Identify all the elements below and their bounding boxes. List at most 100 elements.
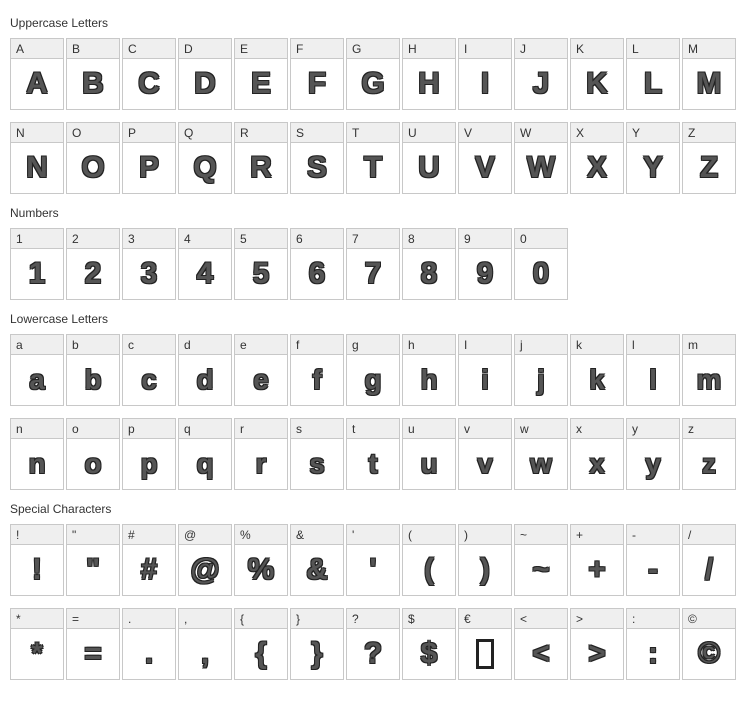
glyph-cell-header: >	[571, 609, 623, 629]
glyph-cell-header: k	[571, 335, 623, 355]
glyph-cell: 88	[402, 228, 456, 300]
glyph-cell-header: :	[627, 609, 679, 629]
glyph-cell: ((	[402, 524, 456, 596]
section-title: Special Characters	[10, 502, 738, 516]
glyph-char: $	[421, 637, 438, 671]
glyph-char: O	[81, 151, 104, 185]
glyph-cell-header: p	[123, 419, 175, 439]
glyph-char: B	[82, 67, 104, 101]
glyph-cell: SS	[290, 122, 344, 194]
glyph-char: W	[527, 151, 555, 185]
glyph-char: K	[586, 67, 608, 101]
glyph-cell-display: 3	[123, 249, 175, 299]
glyph-cell-header: b	[67, 335, 119, 355]
glyph-char: e	[253, 364, 269, 396]
glyph-char: ~	[532, 553, 550, 587]
glyph-cell-display: z	[683, 439, 735, 489]
glyph-char: r	[256, 448, 267, 480]
glyph-cell-display: {	[235, 629, 287, 679]
glyph-cell: ,,	[178, 608, 232, 680]
glyph-cell-display: h	[403, 355, 455, 405]
glyph-cell-header: U	[403, 123, 455, 143]
glyph-cell: }}	[290, 608, 344, 680]
glyph-cell-header: +	[571, 525, 623, 545]
glyph-char: T	[364, 151, 382, 185]
glyph-cell: **	[10, 608, 64, 680]
glyph-char: u	[420, 448, 437, 480]
glyph-cell: ##	[122, 524, 176, 596]
glyph-cell-display: #	[123, 545, 175, 595]
glyph-char: h	[420, 364, 437, 396]
glyph-char: L	[644, 67, 662, 101]
glyph-cell: LL	[626, 38, 680, 110]
glyph-cell-header: ~	[515, 525, 567, 545]
glyph-char: m	[697, 364, 722, 396]
glyph-cell: {{	[234, 608, 288, 680]
glyph-cell-header: 2	[67, 229, 119, 249]
glyph-cell-header: I	[459, 335, 511, 355]
glyph-cell-header: 6	[291, 229, 343, 249]
glyph-cell-header: u	[403, 419, 455, 439]
glyph-cell-header: &	[291, 525, 343, 545]
glyph-cell-header: @	[179, 525, 231, 545]
glyph-cell-header: *	[11, 609, 63, 629]
glyph-char: z	[702, 448, 716, 480]
glyph-char: 8	[421, 257, 438, 291]
glyph-char: s	[309, 448, 325, 480]
glyph-char: {	[255, 637, 267, 671]
glyph-cell-header: r	[235, 419, 287, 439]
glyph-char: f	[312, 364, 321, 396]
glyph-char: F	[308, 67, 326, 101]
glyph-cell-display: b	[67, 355, 119, 405]
glyph-cell-header: M	[683, 39, 735, 59]
glyph-cell: PP	[122, 122, 176, 194]
glyph-cell-display: q	[179, 439, 231, 489]
glyph-cell: EE	[234, 38, 288, 110]
glyph-cell: XX	[570, 122, 624, 194]
glyph-cell-header: h	[403, 335, 455, 355]
glyph-cell: uu	[402, 418, 456, 490]
glyph-cell: ""	[66, 524, 120, 596]
glyph-cell-display: t	[347, 439, 399, 489]
glyph-cell-display: P	[123, 143, 175, 193]
glyph-cell-display: K	[571, 59, 623, 109]
glyph-cell-display: x	[571, 439, 623, 489]
glyph-cell: WW	[514, 122, 568, 194]
glyph-char: !	[32, 553, 42, 587]
glyph-cell-display: (	[403, 545, 455, 595]
glyph-char: y	[645, 448, 661, 480]
glyph-char: E	[251, 67, 271, 101]
glyph-cell: VV	[458, 122, 512, 194]
glyph-cell-header: -	[627, 525, 679, 545]
glyph-row: AABBCCDDEEFFGGHHIIJJKKLLMM	[10, 38, 738, 110]
section-title: Numbers	[10, 206, 738, 220]
glyph-cell: gg	[346, 334, 400, 406]
glyph-cell-display: 4	[179, 249, 231, 299]
glyph-cell: tt	[346, 418, 400, 490]
glyph-char: =	[84, 637, 102, 671]
glyph-char: a	[29, 364, 45, 396]
glyph-cell-header: 9	[459, 229, 511, 249]
glyph-cell: 66	[290, 228, 344, 300]
glyph-cell-display: *	[11, 629, 63, 679]
glyph-char: Z	[700, 151, 718, 185]
glyph-cell: 55	[234, 228, 288, 300]
glyph-cell-header: P	[123, 123, 175, 143]
glyph-char: g	[364, 364, 381, 396]
glyph-char: /	[705, 553, 713, 587]
glyph-cell-display: 0	[515, 249, 567, 299]
glyph-row: aabbccddeeffgghhIijjkkllmm	[10, 334, 738, 406]
glyph-char: "	[86, 553, 100, 587]
glyph-cell-header: w	[515, 419, 567, 439]
glyph-char: U	[418, 151, 440, 185]
glyph-cell: ''	[346, 524, 400, 596]
glyph-cell: ZZ	[682, 122, 736, 194]
glyph-cell-display: J	[515, 59, 567, 109]
glyph-cell-display: l	[627, 355, 679, 405]
glyph-cell-header: N	[11, 123, 63, 143]
glyph-cell-header: 5	[235, 229, 287, 249]
glyph-cell-display: M	[683, 59, 735, 109]
glyph-cell-display: %	[235, 545, 287, 595]
glyph-cell: 33	[122, 228, 176, 300]
glyph-cell-header: ©	[683, 609, 735, 629]
